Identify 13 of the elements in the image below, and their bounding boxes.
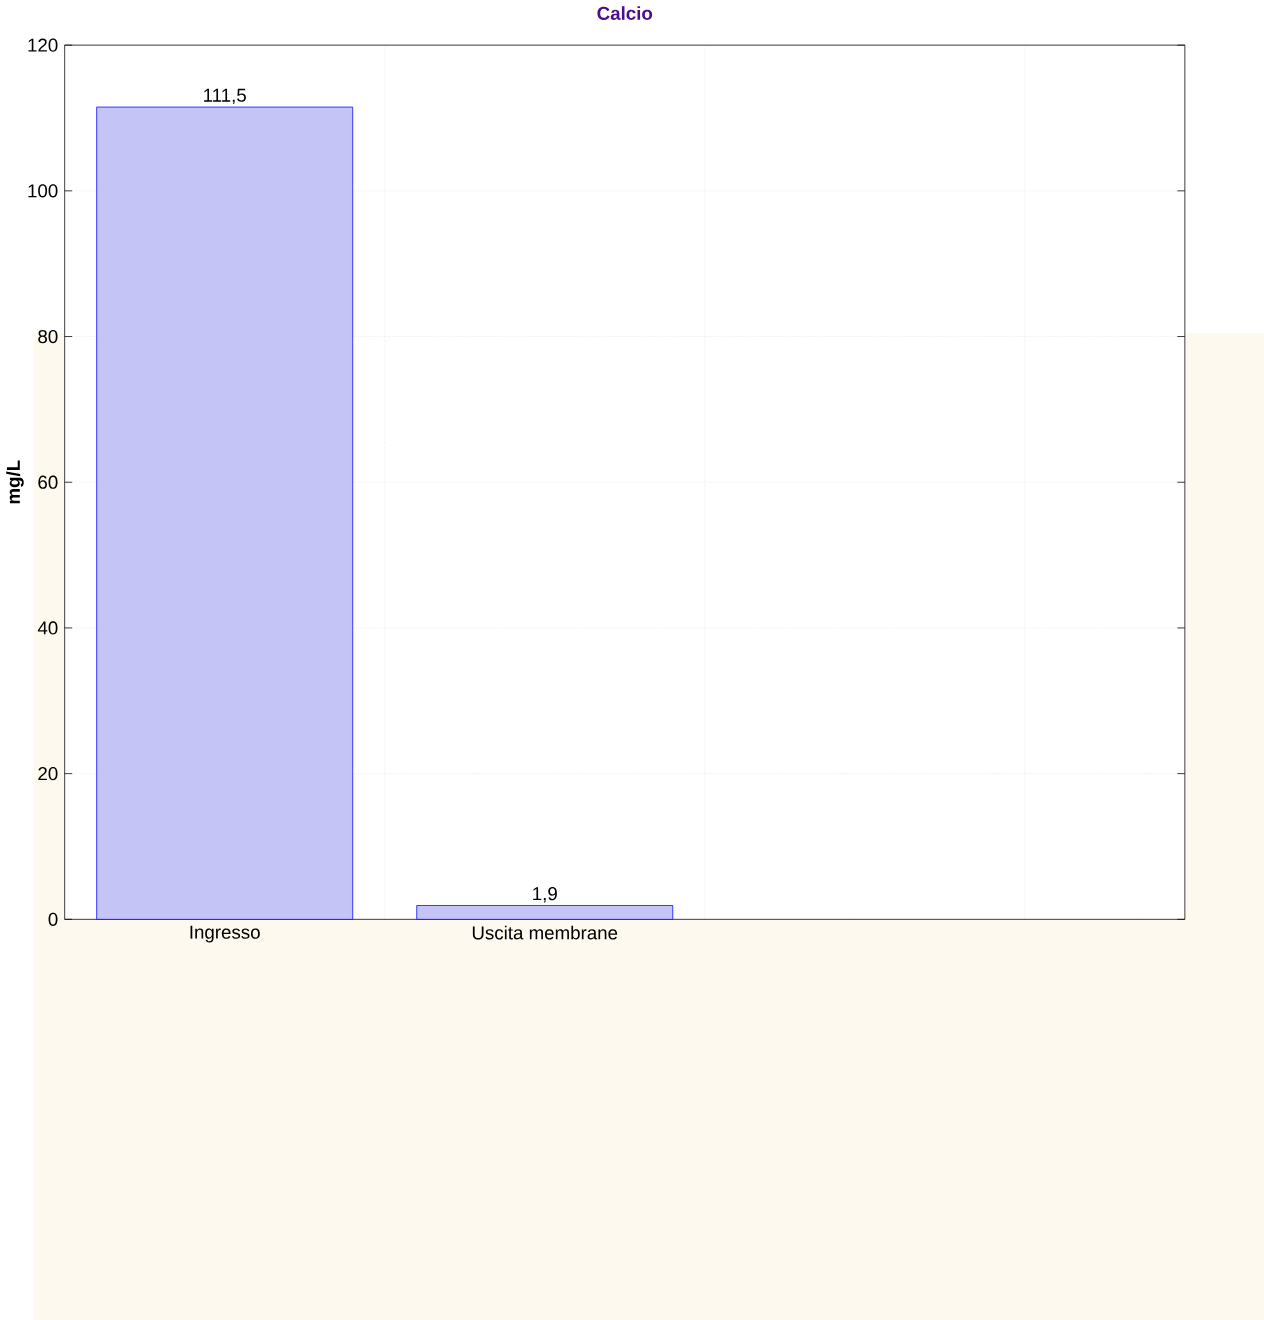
x-tick-label: Uscita membrane [472,925,618,940]
y-tick-label: 40 [37,621,58,635]
chart-title: Calcio [597,6,653,20]
y-tick-label: 120 [28,38,58,52]
y-tick-label: 20 [38,767,58,781]
y-tick-label: 100 [28,184,58,198]
x-tick-label: Ingresso [190,925,260,943]
data-label: 111,5 [204,88,246,105]
data-label: 1,9 [533,887,557,903]
y-tick-label: 80 [38,329,58,344]
y-axis-title: mg/L [6,460,24,504]
y-tick-label: 60 [38,475,58,489]
y-tick-label: 0 [48,912,58,926]
